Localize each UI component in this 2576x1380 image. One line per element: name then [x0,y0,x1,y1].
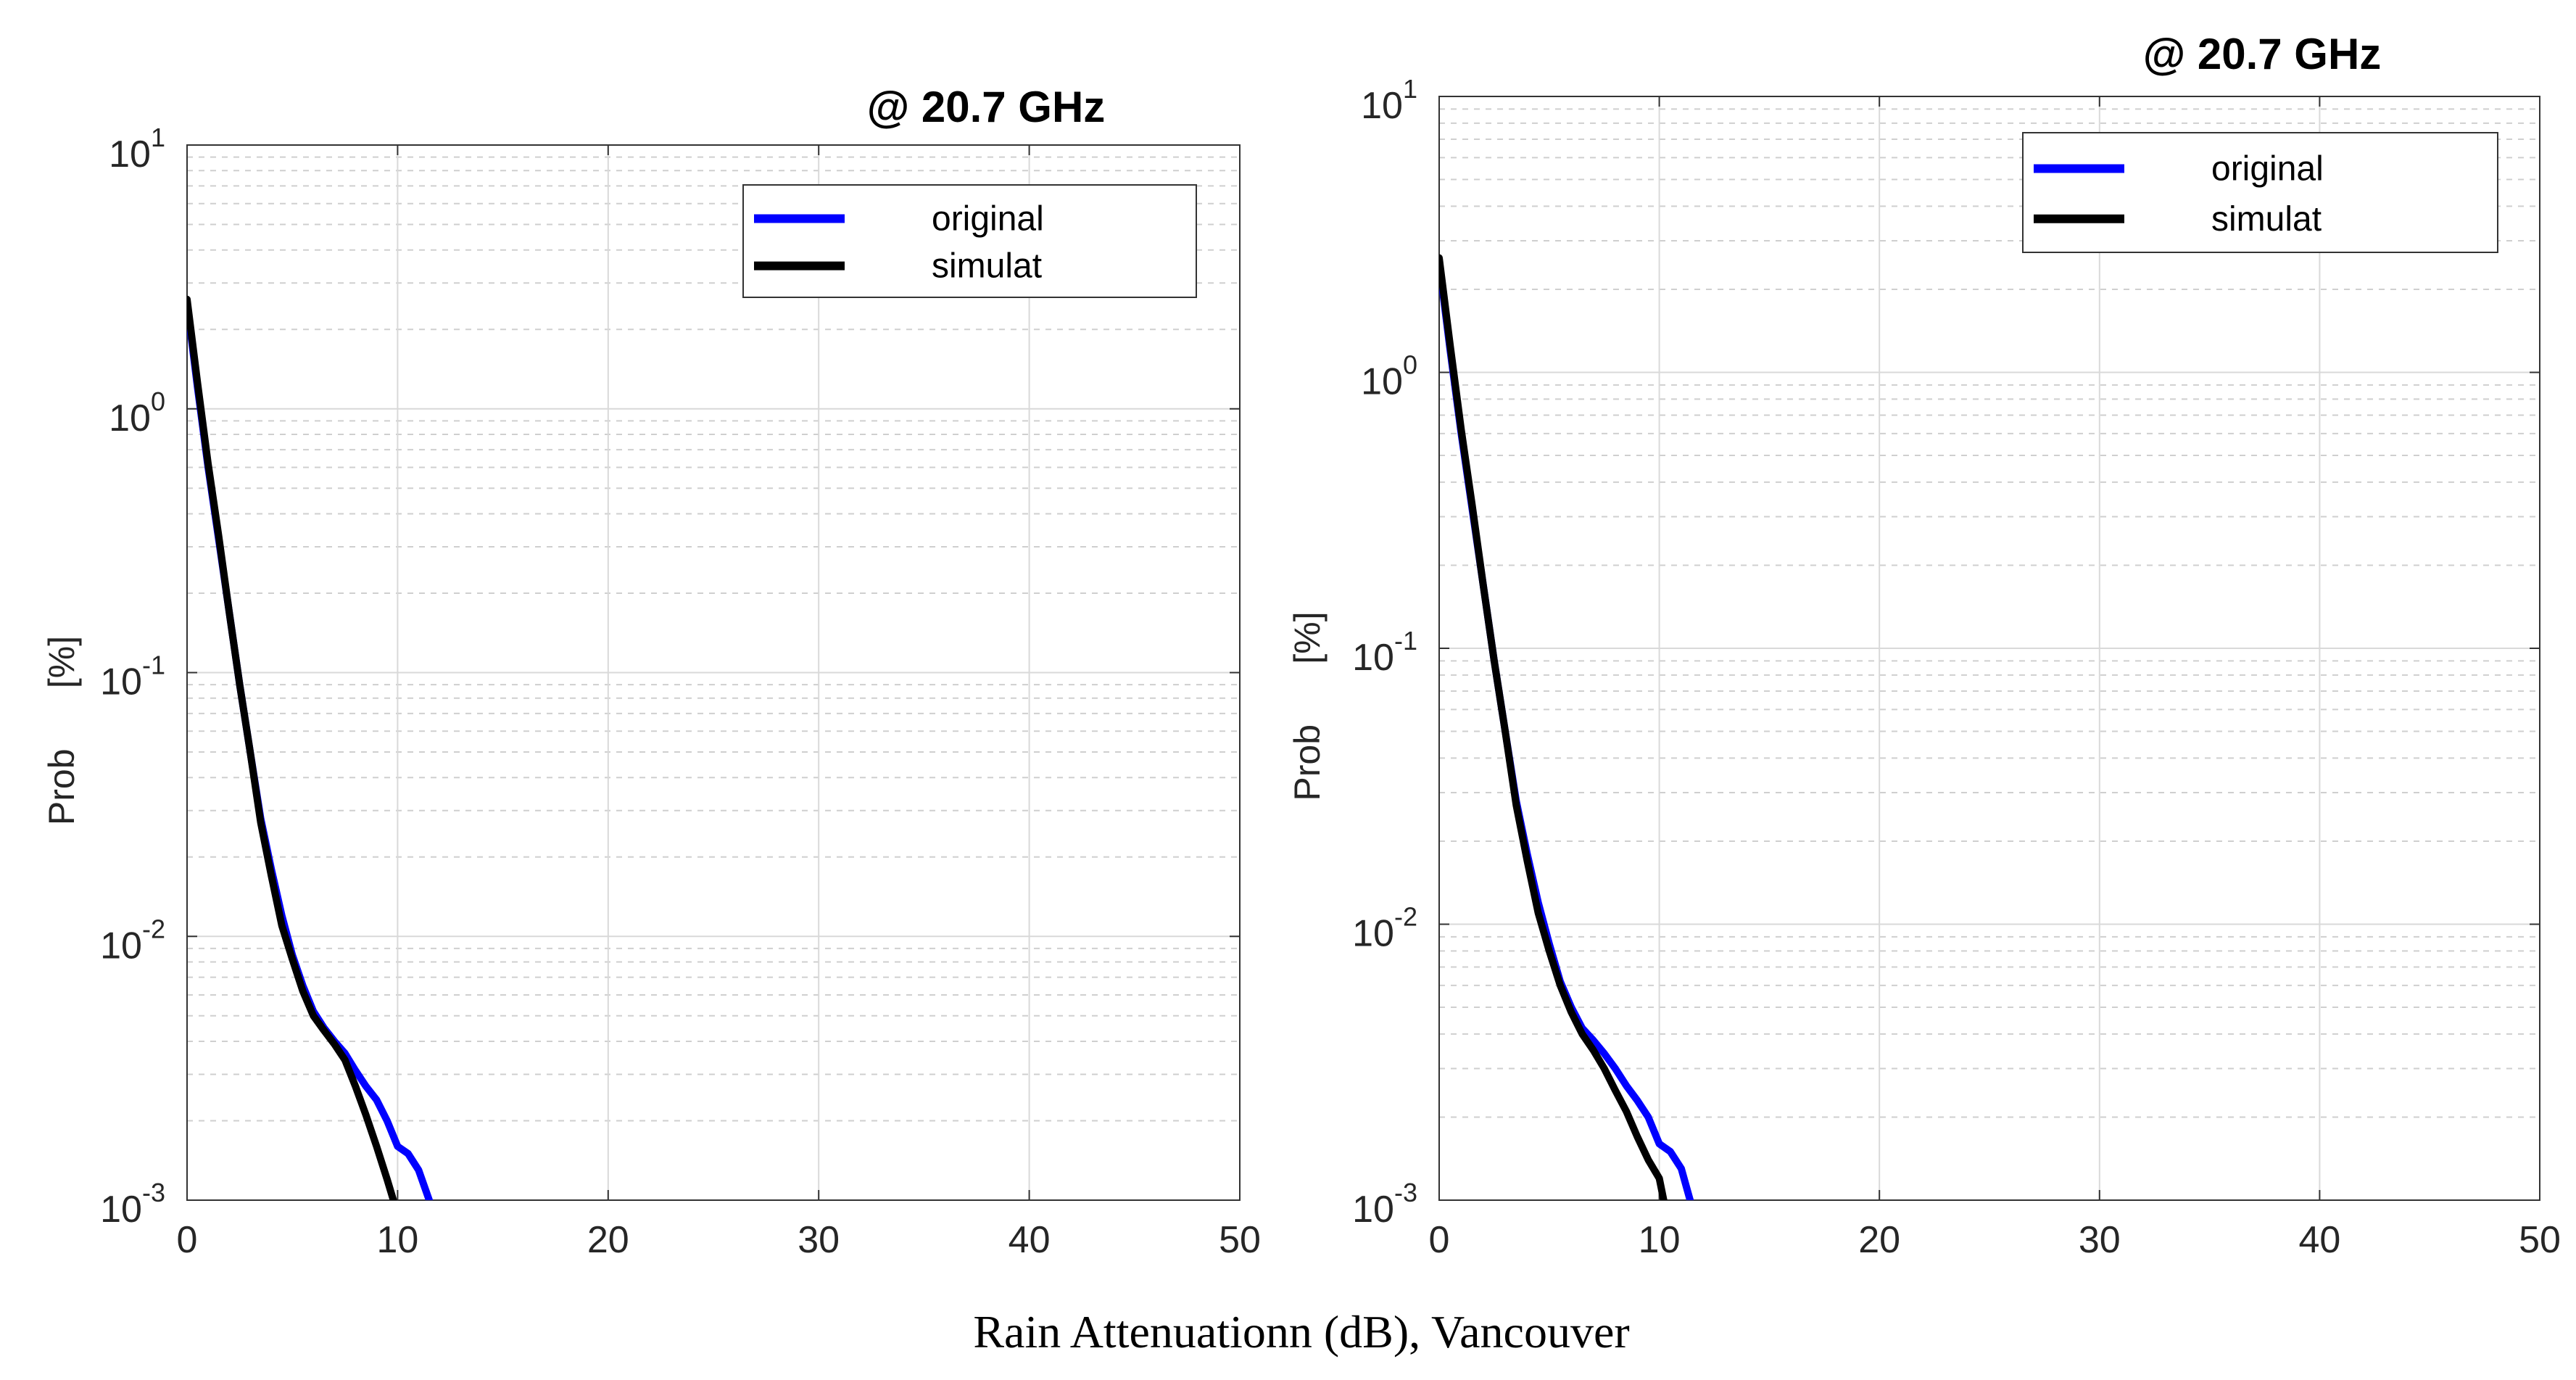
y-axis-label: Prob [%] [41,636,82,825]
legend: original simulat [742,184,1197,298]
x-tick-label: 0 [1429,1219,1450,1261]
y-tick-label: 100 [1361,350,1417,403]
x-tick-label: 10 [376,1219,418,1261]
chart-right: 0 10 20 30 40 50 101 100 10-1 10-2 10-3 Prob [%] @ 2… [1287,30,2561,1261]
legend-box [742,184,1197,298]
series-group [187,295,433,1200]
x-tick-label: 40 [1009,1219,1051,1261]
legend-box [2022,132,2498,253]
x-tick-label: 50 [1219,1219,1261,1261]
y-tick-label: 10-3 [100,1178,165,1231]
x-tick-label: 30 [798,1219,840,1261]
y-tick-label: 101 [1361,74,1417,127]
x-tick-label: 50 [2519,1219,2561,1261]
legend-label-simulat: simulat [2211,200,2322,239]
x-tick-label: 20 [587,1219,629,1261]
legend-label-original: original [2211,150,2324,189]
chart-title: @ 20.7 GHz [2143,30,2382,78]
legend: original simulat [2022,132,2498,253]
y-tick-label: 101 [109,123,165,175]
series-line-simulat [187,295,397,1200]
y-tick-label: 10-3 [1352,1178,1417,1231]
y-tick-label: 10-1 [1352,626,1417,679]
y-tick-label: 100 [109,387,165,439]
y-tick-label: 10-2 [1352,902,1417,955]
x-tick-label: 40 [2298,1219,2340,1261]
figure-caption: Rain Attenuationn (dB), Vancouver [973,1306,1629,1358]
y-tick-label: 10-1 [100,650,165,703]
legend-label-original: original [932,200,1044,239]
x-tick-label: 30 [2079,1219,2121,1261]
y-axis-label: Prob [%] [1287,611,1328,801]
chart-title: @ 20.7 GHz [867,83,1106,131]
x-tick-label: 20 [1858,1219,1900,1261]
series-line-simulat [1439,254,1668,1200]
legend-label-simulat: simulat [932,247,1042,286]
x-tick-label: 0 [177,1219,198,1261]
chart-left: 0 10 20 30 40 50 101 100 10-1 10-2 10-3 Prob [%] @ 2… [41,83,1261,1261]
series-group [1439,254,1694,1200]
y-tick-label: 10-2 [100,914,165,967]
x-tick-label: 10 [1639,1219,1681,1261]
